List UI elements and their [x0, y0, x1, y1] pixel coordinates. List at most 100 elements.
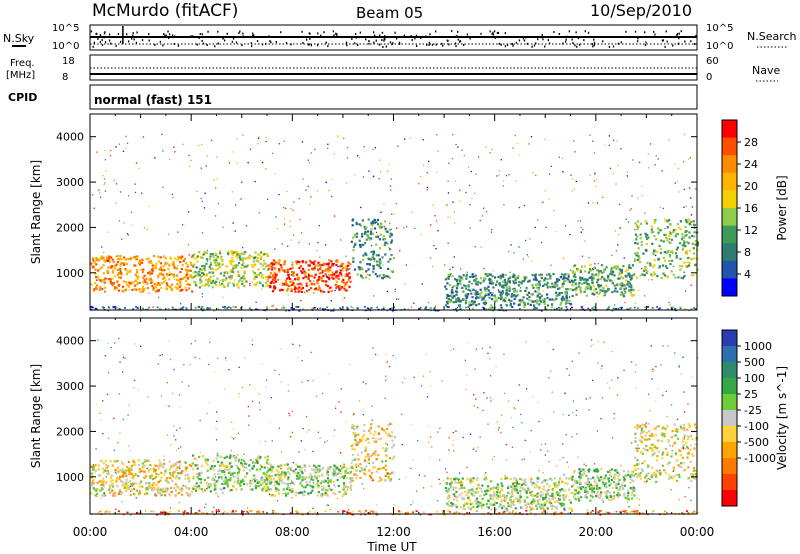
velocity-cell	[582, 468, 585, 471]
velocity-cell	[295, 491, 298, 494]
power-echo	[310, 152, 312, 154]
power-cell	[260, 257, 263, 261]
power-cell	[338, 288, 341, 291]
velocity-cell	[581, 474, 584, 477]
velocity-cell	[686, 435, 689, 438]
power-cell	[371, 232, 375, 235]
power-cell	[225, 271, 228, 274]
power-echo	[310, 196, 312, 198]
power-cell	[513, 282, 516, 285]
power-cell	[299, 282, 302, 285]
power-echo	[267, 198, 269, 201]
power-cell	[179, 261, 182, 264]
velocity-cell	[556, 485, 559, 488]
power-echo	[480, 246, 482, 248]
velocity-cell	[598, 497, 601, 500]
nsky-sample	[190, 35, 192, 38]
power-echo	[453, 222, 456, 224]
velocity-cell	[546, 499, 549, 502]
power-cell	[117, 273, 120, 276]
velocity-cell	[295, 474, 299, 477]
power-cell	[587, 283, 590, 286]
power-echo	[272, 304, 275, 306]
power-cell	[687, 218, 690, 221]
power-cell	[135, 256, 138, 260]
power-cell	[258, 281, 261, 284]
power-echo	[512, 147, 514, 149]
nsky-sample	[174, 35, 176, 38]
velocity-cell	[629, 481, 632, 484]
power-cell	[591, 273, 594, 276]
power-cell	[165, 272, 168, 276]
power-cell	[107, 255, 110, 258]
velocity-cell	[164, 488, 168, 491]
power-echo	[241, 181, 243, 183]
velocity-cell	[582, 486, 585, 489]
power-cell	[658, 244, 661, 248]
power-cell	[193, 281, 197, 284]
power-cell	[693, 226, 696, 230]
velocity-heatmap	[90, 337, 699, 516]
velocity-cell	[690, 479, 693, 483]
velocity-cell	[602, 482, 605, 485]
velocity-cell	[119, 490, 122, 494]
power-cell	[535, 283, 538, 286]
velocity-cell	[492, 503, 495, 506]
power-cell	[269, 281, 272, 284]
power-echo	[423, 164, 425, 166]
velocity-cell	[309, 491, 312, 494]
velocity-cell	[622, 469, 625, 472]
velocity-cell	[370, 423, 373, 426]
power-cell	[565, 294, 568, 297]
power-cell	[230, 275, 233, 279]
nsky-sample	[518, 39, 521, 42]
power-echo	[624, 301, 626, 304]
nsky-sample	[414, 37, 416, 40]
power-cell	[345, 266, 348, 269]
velocity-cell	[379, 467, 382, 470]
power-cell	[190, 263, 193, 266]
velocity-cell	[213, 473, 216, 476]
velocity-cell	[200, 478, 203, 481]
velocity-cell	[455, 490, 458, 493]
power-band-cell	[142, 307, 144, 310]
velocity-cell	[548, 501, 551, 504]
power-cell	[211, 271, 215, 274]
power-echo	[172, 196, 174, 198]
power-cell	[518, 281, 521, 284]
power-cell	[474, 274, 477, 277]
velocity-cell	[382, 466, 385, 469]
power-cell	[590, 269, 593, 272]
power-cell	[122, 285, 125, 288]
nsky-sample	[496, 31, 499, 34]
power-cell	[447, 277, 450, 280]
power-cell	[196, 260, 199, 263]
velocity-cell	[169, 477, 172, 480]
power-echo	[485, 146, 487, 148]
power-cell	[619, 293, 622, 296]
nsky-sample	[398, 41, 401, 44]
power-band-cell	[232, 306, 235, 308]
velocity-cell	[503, 494, 506, 497]
velocity-cell	[314, 471, 317, 474]
power-echo	[638, 289, 640, 291]
power-cell	[516, 277, 519, 280]
power-echo	[396, 298, 398, 300]
nsky-sample	[415, 34, 418, 37]
power-cell	[623, 288, 626, 291]
power-band-cell	[536, 307, 538, 309]
power-echo	[333, 272, 336, 275]
power-cell	[138, 259, 141, 262]
power-echo	[526, 254, 529, 256]
power-cell	[459, 279, 462, 282]
power-cell	[187, 269, 190, 272]
power-cell	[197, 273, 200, 276]
power-cell	[198, 270, 201, 273]
nsky-sample	[525, 36, 527, 39]
nsky-sample	[196, 43, 198, 46]
velocity-cell	[350, 465, 354, 468]
velocity-cell	[515, 484, 518, 487]
power-echo	[319, 272, 322, 274]
power-cell	[204, 269, 207, 272]
power-cell	[454, 278, 457, 281]
